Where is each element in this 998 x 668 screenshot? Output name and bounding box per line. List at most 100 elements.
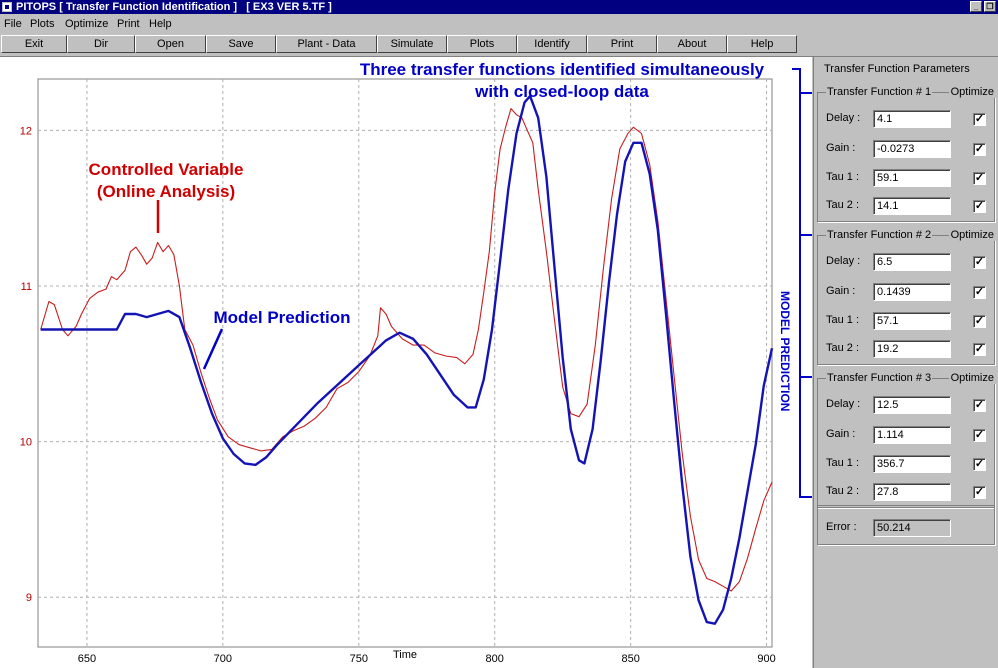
annotation-top-line1: Three transfer functions identified simu… (360, 60, 765, 79)
menu-print[interactable]: Print (117, 18, 140, 30)
grid (38, 79, 772, 647)
x-tick-label: 850 (621, 653, 639, 665)
simulate-button[interactable]: Simulate (377, 35, 447, 53)
y-tick-label: 10 (20, 437, 32, 449)
menu-file[interactable]: File (4, 18, 22, 30)
transfer-function-group-1: Transfer Function # 1 Optimize Delay : 4.1 ✓… (817, 86, 996, 222)
optimize-header: Optimize (948, 372, 996, 384)
gain-label: Gain : (826, 142, 856, 154)
tau1-input-tf3[interactable]: 356.7 (873, 455, 951, 473)
annotation-model: Model Prediction (214, 308, 351, 327)
x-tick-label: 700 (214, 653, 232, 665)
open-button[interactable]: Open (135, 35, 206, 53)
optimize-checkbox-gain-tf2[interactable]: ✓ (973, 286, 986, 299)
tau1-label: Tau 1 : (826, 171, 860, 183)
tau2-input-tf1[interactable]: 14.1 (873, 197, 951, 215)
tau2-input-tf2[interactable]: 19.2 (873, 340, 951, 358)
model-prediction-line (40, 94, 774, 625)
gain-input-tf3[interactable]: 1.114 (873, 426, 951, 444)
optimize-header: Optimize (948, 86, 996, 98)
optimize-checkbox-delay-tf3[interactable]: ✓ (973, 399, 986, 412)
gain-input-tf2[interactable]: 0.1439 (873, 283, 951, 301)
optimize-checkbox-tau2-tf2[interactable]: ✓ (973, 343, 986, 356)
optimize-checkbox-tau1-tf3[interactable]: ✓ (973, 458, 986, 471)
menu-optimize[interactable]: Optimize (65, 18, 109, 30)
x-tick-label: 900 (757, 653, 775, 665)
plot-area: 9 10 11 12 650 700 750 800 850 900 Time Three tr… (0, 57, 812, 668)
tau1-label: Tau 1 : (826, 314, 860, 326)
menu-bar: File Plots Optimize Print Help (0, 15, 998, 33)
gain-label: Gain : (826, 428, 856, 440)
dir-button[interactable]: Dir (67, 35, 135, 53)
y-axis-ticks: 9 10 11 12 (20, 125, 32, 604)
transfer-function-group-3: Transfer Function # 3 Optimize Delay : 12.5… (817, 372, 996, 508)
tau2-label: Tau 2 : (826, 199, 860, 211)
plots-button[interactable]: Plots (447, 35, 517, 53)
x-tick-label: 800 (486, 653, 504, 665)
tau1-input-tf2[interactable]: 57.1 (873, 312, 951, 330)
plant-data-button[interactable]: Plant - Data (276, 35, 377, 53)
toolbar: Exit Dir Open Save Plant - Data Simulate… (0, 34, 998, 57)
tau2-label: Tau 2 : (826, 342, 860, 354)
model-pointer-line (202, 328, 224, 370)
optimize-checkbox-tau2-tf3[interactable]: ✓ (973, 486, 986, 499)
optimize-checkbox-delay-tf1[interactable]: ✓ (973, 113, 986, 126)
about-button[interactable]: About (657, 35, 727, 53)
optimize-checkbox-gain-tf1[interactable]: ✓ (973, 143, 986, 156)
side-label: MODEL PREDICTION (778, 291, 792, 411)
bracket-line (792, 68, 812, 498)
restore-icon[interactable]: ❐ (984, 1, 996, 12)
delay-input-tf2[interactable]: 6.5 (873, 253, 951, 271)
panel-title: Transfer Function Parameters (824, 63, 970, 75)
tau1-label: Tau 1 : (826, 457, 860, 469)
delay-label: Delay : (826, 398, 861, 410)
title-bar: PITOPS [ Transfer Function Identificatio… (0, 0, 998, 14)
x-axis-ticks: 650 700 750 800 850 900 (78, 653, 776, 665)
x-tick-label: 650 (78, 653, 96, 665)
delay-label: Delay : (826, 112, 861, 124)
parameter-panel: Transfer Function Parameters Transfer Fu… (813, 57, 998, 668)
group-title: Transfer Function # 2 (826, 229, 933, 241)
app-icon (2, 2, 12, 12)
error-field: 50.214 (873, 519, 951, 537)
delay-input-tf1[interactable]: 4.1 (873, 110, 951, 128)
transfer-function-group-2: Transfer Function # 2 Optimize Delay : 6.5 ✓… (817, 229, 996, 365)
delay-label: Delay : (826, 255, 861, 267)
minimize-icon[interactable]: _ (970, 1, 982, 12)
controlled-variable-line (40, 108, 773, 592)
menu-plots[interactable]: Plots (30, 18, 55, 30)
help-button[interactable]: Help (727, 35, 797, 53)
gain-label: Gain : (826, 285, 856, 297)
x-axis-label: Time (393, 649, 417, 661)
gain-input-tf1[interactable]: -0.0273 (873, 140, 951, 158)
chart-svg: 9 10 11 12 650 700 750 800 850 900 Time Three tr… (20, 60, 812, 665)
y-tick-label: 12 (20, 125, 32, 137)
optimize-checkbox-delay-tf2[interactable]: ✓ (973, 256, 986, 269)
tau2-label: Tau 2 : (826, 485, 860, 497)
annotation-cv-line1: Controlled Variable (89, 160, 244, 179)
y-tick-label: 9 (26, 592, 32, 604)
tau1-input-tf1[interactable]: 59.1 (873, 169, 951, 187)
menu-help[interactable]: Help (149, 18, 172, 30)
annotation-top-line2: with closed-loop data (474, 82, 649, 101)
annotation-cv-line2: (Online Analysis) (97, 182, 235, 201)
optimize-checkbox-tau1-tf1[interactable]: ✓ (973, 172, 986, 185)
y-tick-label: 11 (21, 281, 32, 293)
optimize-header: Optimize (948, 229, 996, 241)
group-title: Transfer Function # 1 (826, 86, 933, 98)
window-title: PITOPS [ Transfer Function Identificatio… (16, 1, 332, 13)
optimize-checkbox-tau1-tf2[interactable]: ✓ (973, 315, 986, 328)
tau2-input-tf3[interactable]: 27.8 (873, 483, 951, 501)
group-title: Transfer Function # 3 (826, 372, 933, 384)
print-button[interactable]: Print (587, 35, 657, 53)
save-button[interactable]: Save (206, 35, 276, 53)
identify-button[interactable]: Identify (517, 35, 587, 53)
optimize-checkbox-tau2-tf1[interactable]: ✓ (973, 200, 986, 213)
x-tick-label: 750 (350, 653, 368, 665)
delay-input-tf3[interactable]: 12.5 (873, 396, 951, 414)
exit-button[interactable]: Exit (1, 35, 67, 53)
error-label: Error : (826, 521, 857, 533)
error-group: Error : 50.214 (817, 505, 995, 545)
optimize-checkbox-gain-tf3[interactable]: ✓ (973, 429, 986, 442)
series-group (40, 94, 774, 625)
